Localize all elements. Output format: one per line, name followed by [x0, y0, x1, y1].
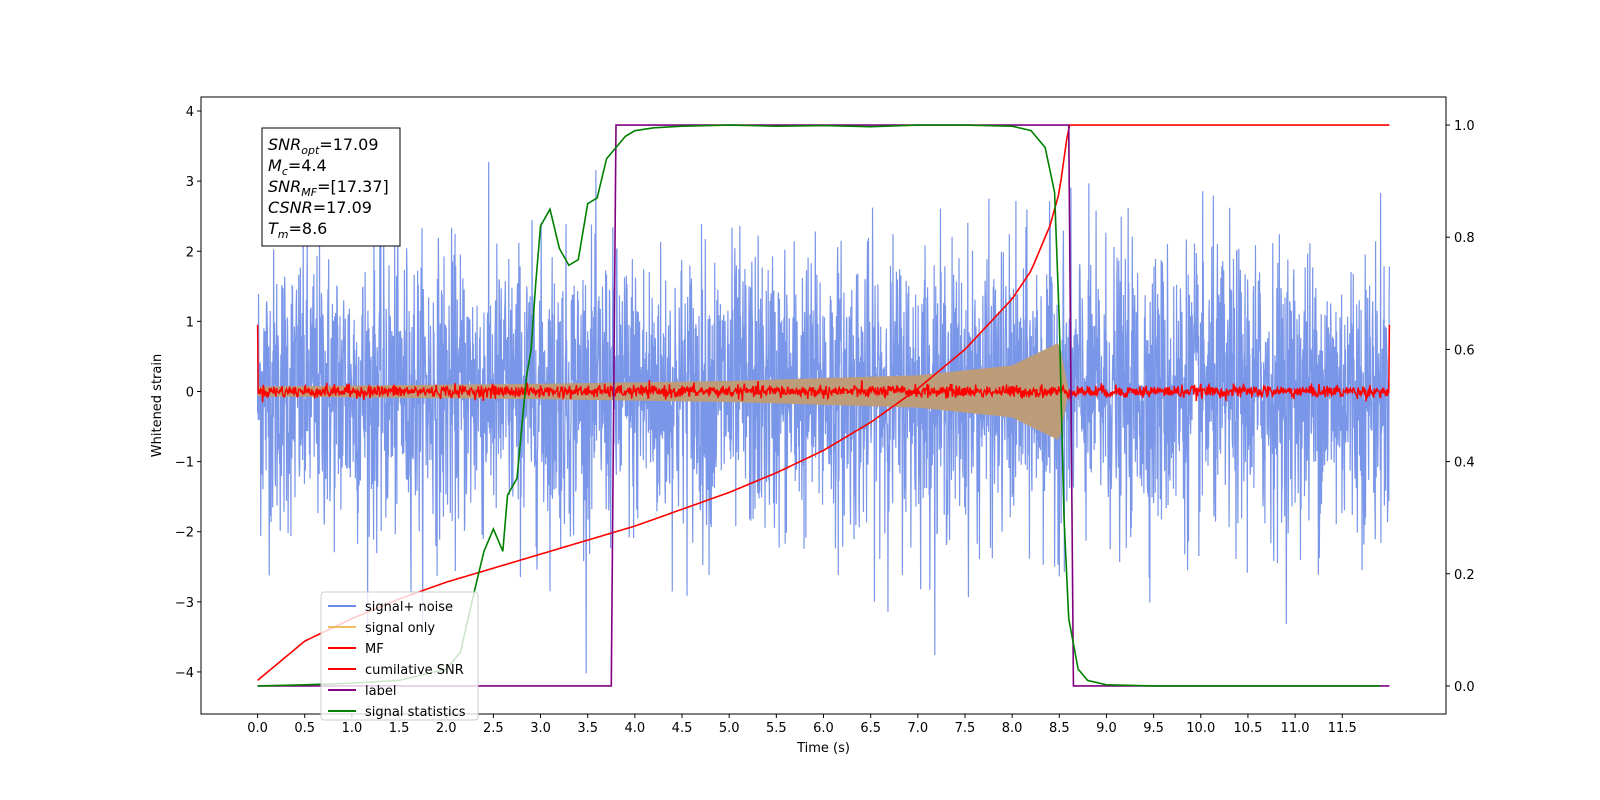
- legend-label: signal only: [365, 621, 435, 636]
- x-tick-label: 6.5: [860, 721, 881, 736]
- info-value: =8.6: [289, 219, 328, 238]
- legend-label: MF: [365, 642, 384, 657]
- y-tick-label: 0: [186, 385, 194, 400]
- signal-noise-line: [256, 161, 1391, 674]
- x-tick-label: 8.0: [1002, 721, 1023, 736]
- y-tick-label: −3: [175, 596, 194, 611]
- legend-label: signal+ noise: [365, 600, 453, 615]
- cumulative-snr-line: [257, 124, 1390, 681]
- y-right-tick-label: 0.2: [1454, 568, 1475, 583]
- info-value: =17.09: [313, 198, 372, 217]
- x-tick-label: 4.5: [672, 721, 693, 736]
- x-tick-label: 2.5: [483, 721, 504, 736]
- x-tick-label: 9.0: [1096, 721, 1117, 736]
- legend-frame: [320, 591, 479, 721]
- y-right-tick-label: 0.4: [1454, 456, 1475, 471]
- x-tick-label: 2.0: [436, 721, 457, 736]
- y-tick-label: 3: [186, 175, 194, 190]
- info-value: =4.4: [288, 156, 327, 175]
- y-tick-label: −1: [175, 456, 194, 471]
- info-symbol: CSNR: [268, 198, 313, 217]
- legend-label: cumilative SNR: [365, 663, 464, 678]
- x-tick-label: 5.0: [719, 721, 740, 736]
- mf-line: [256, 324, 1391, 403]
- x-axis-label: Time (s): [796, 741, 850, 756]
- x-tick-label: 8.5: [1049, 721, 1070, 736]
- x-tick-label: 0.5: [294, 721, 315, 736]
- y-tick-label: −4: [175, 666, 194, 681]
- info-box-frame: [261, 127, 401, 247]
- info-subscript: opt: [301, 144, 320, 157]
- x-tick-label: 10.0: [1186, 721, 1215, 736]
- y-tick-label: 2: [186, 245, 194, 260]
- info-line: SNRopt=17.09: [268, 135, 379, 157]
- info-symbol: SNR: [268, 177, 301, 196]
- info-line: CSNR=17.09: [268, 198, 372, 217]
- signal-statistics-line: [257, 124, 1380, 687]
- x-tick-label: 0.0: [247, 721, 268, 736]
- x-tick-label: 1.0: [342, 721, 363, 736]
- axes: 0.0 0.5 1.0 1.5 2.0 2.5 3.0 3.5 4.0 4.5 5.0 5.5 6.0 6…: [150, 96, 1475, 756]
- x-tick-label: 9.5: [1143, 721, 1164, 736]
- info-line: Mc=4.4: [268, 156, 327, 178]
- x-tick-label: 3.5: [577, 721, 598, 736]
- y-tick-label: 1: [186, 315, 194, 330]
- y-right-tick-label: 1.0: [1454, 119, 1475, 134]
- x-tick-label: 7.0: [907, 721, 928, 736]
- legend-label: label: [365, 684, 396, 699]
- info-symbol: T: [268, 219, 279, 238]
- x-tick-label: 1.5: [389, 721, 410, 736]
- info-subscript: m: [278, 228, 289, 241]
- info-line: Tm=8.6: [268, 219, 327, 241]
- plot-area: [256, 124, 1391, 687]
- x-tick-label: 11.0: [1281, 721, 1310, 736]
- series-group: [256, 124, 1391, 687]
- info-box: SNRopt=17.09Mc=4.4SNRMF=[17.37]CSNR=17.0…: [261, 127, 401, 247]
- info-value: =17.09: [319, 135, 378, 154]
- x-tick-label: 6.0: [813, 721, 834, 736]
- info-value: =[17.37]: [317, 177, 389, 196]
- y-right-tick-label: 0.6: [1454, 343, 1475, 358]
- y-tick-label: 4: [186, 105, 194, 120]
- x-tick-label: 7.5: [955, 721, 976, 736]
- info-subscript: c: [282, 165, 288, 178]
- y-right-tick-label: 0.0: [1454, 680, 1475, 695]
- x-tick-label: 5.5: [766, 721, 787, 736]
- info-symbol: SNR: [268, 135, 301, 154]
- info-symbol: M: [268, 156, 282, 175]
- x-tick-label: 11.5: [1328, 721, 1357, 736]
- x-tick-label: 3.0: [530, 721, 551, 736]
- y-axis-label: Whitened strain: [150, 354, 165, 457]
- y-right-tick-label: 0.8: [1454, 231, 1475, 246]
- x-tick-label: 10.5: [1233, 721, 1262, 736]
- legend-label: signal statistics: [365, 705, 466, 720]
- y-tick-label: −2: [175, 526, 194, 541]
- info-subscript: MF: [301, 186, 317, 199]
- x-tick-label: 4.0: [625, 721, 646, 736]
- info-line: SNRMF=[17.37]: [268, 177, 389, 199]
- legend: signal+ noise signal only MF cumilative SNR…: [320, 591, 479, 721]
